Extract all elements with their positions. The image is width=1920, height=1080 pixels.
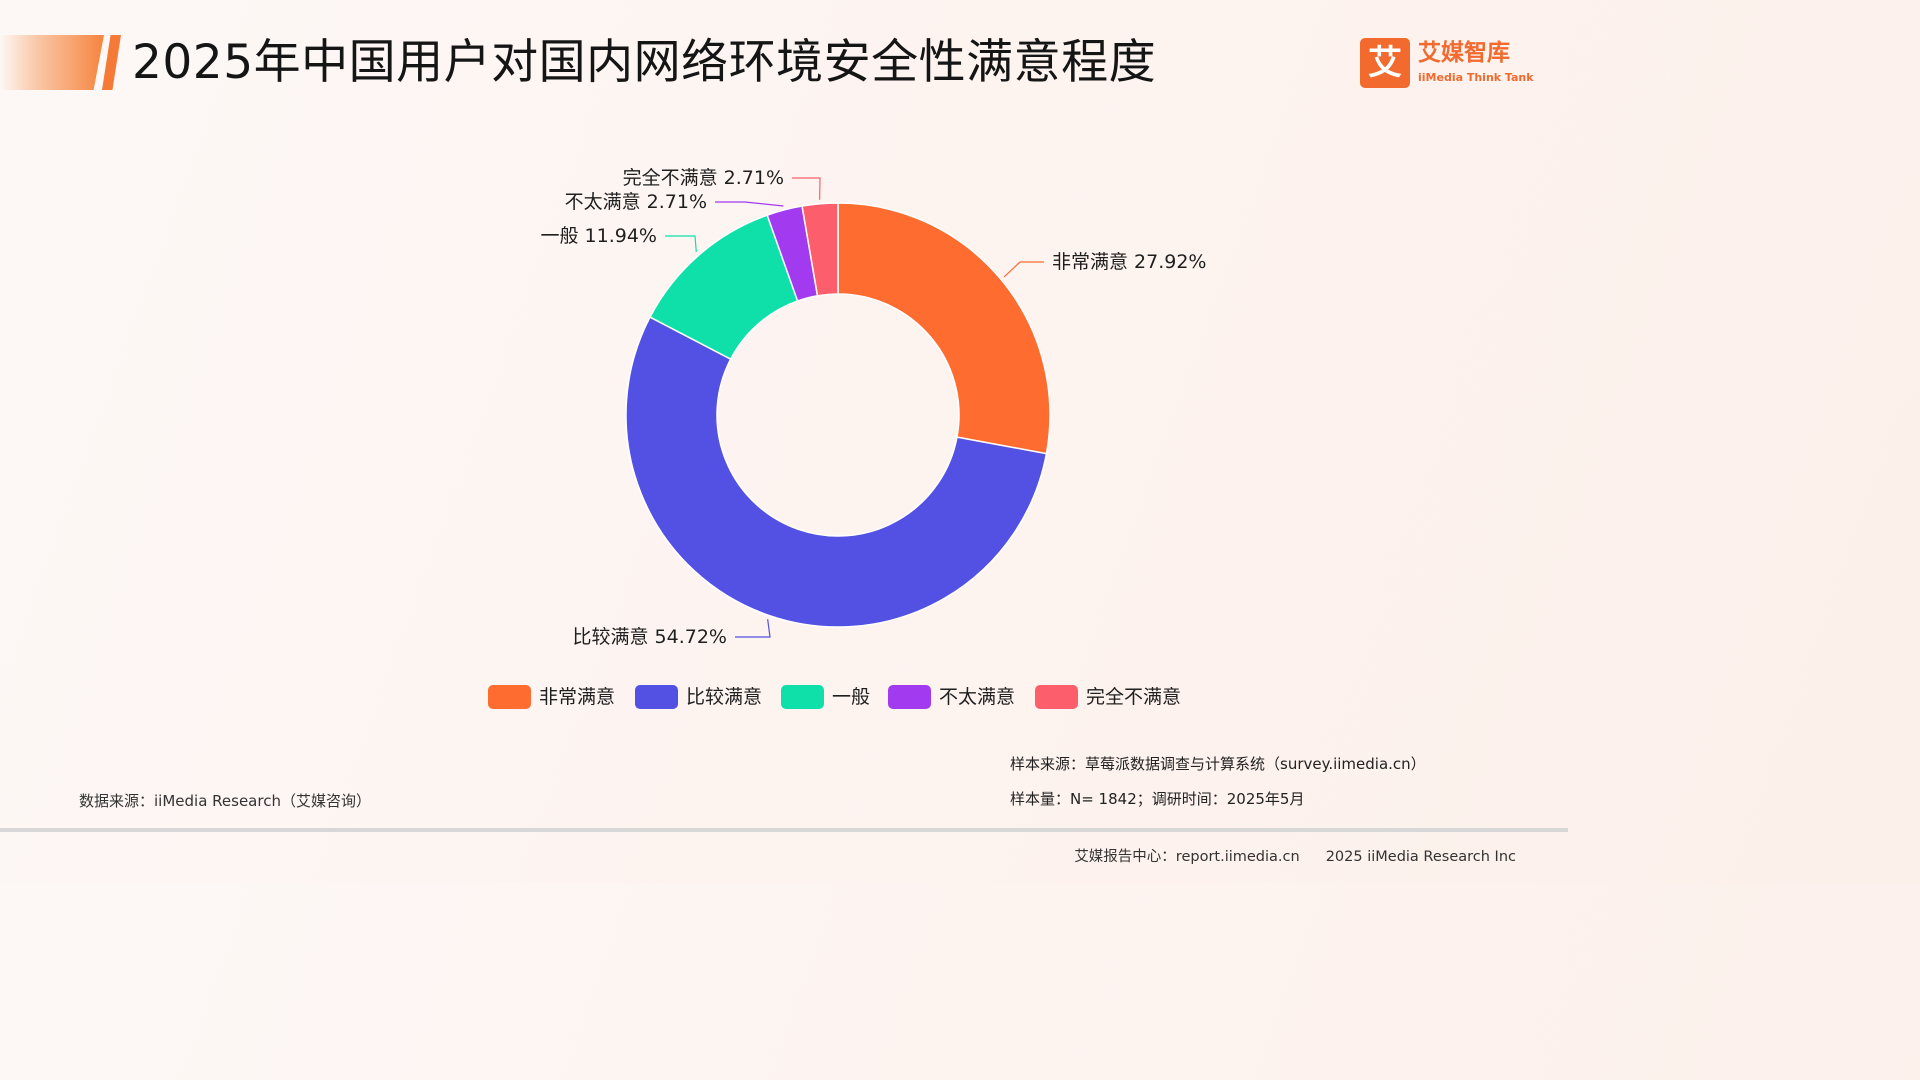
report-center-link[interactable]: 艾媒报告中心：report.iimedia.cn: [1074, 849, 1300, 865]
data-label-3: 一般 11.94%: [541, 225, 658, 247]
data-labels: 非常满意 27.92% 比较满意 54.72% 一般 11.94% 不太满意 2.71…: [541, 167, 1207, 648]
leader-lines: [665, 177, 1044, 638]
legend-label-5: 完全不满意: [1086, 686, 1181, 708]
legend-label-3: 一般: [832, 686, 870, 708]
legend-swatch-2: [635, 685, 678, 709]
legend-swatch-5: [1035, 685, 1078, 709]
iimedia-logo: 艾 艾媒智库 iiMedia Think Tank: [1360, 38, 1540, 90]
slice-2: [625, 316, 1048, 628]
data-source: 数据来源：iiMedia Research（艾媒咨询）: [79, 792, 371, 810]
legend-label-2: 比较满意: [686, 686, 762, 708]
sample-source: 样本来源：草莓派数据调查与计算系统（survey.iimedia.cn）: [1010, 755, 1426, 773]
logo-name-cn: 艾媒智库: [1418, 40, 1510, 66]
data-label-4: 不太满意 2.71%: [565, 191, 707, 213]
leader-line-4: [715, 201, 784, 207]
slice-5: [801, 202, 839, 297]
page-title: 2025年中国用户对国内网络环境安全性满意程度: [132, 35, 1157, 90]
legend-swatch-1: [488, 685, 531, 709]
data-label-2: 比较满意 54.72%: [573, 626, 728, 648]
logo-name-en: iiMedia Think Tank: [1418, 71, 1534, 84]
legend-label-1: 非常满意: [539, 686, 615, 708]
legend-swatch-4: [888, 685, 931, 709]
leader-line-3: [665, 235, 697, 253]
logo-mark-icon: 艾: [1360, 38, 1410, 88]
donut-chart: 非常满意 27.92% 比较满意 54.72% 一般 11.94% 不太满意 2.71…: [488, 167, 1207, 709]
sample-size: 样本量：N= 1842；调研时间：2025年5月: [1010, 790, 1305, 808]
data-label-5: 完全不满意 2.71%: [623, 167, 784, 189]
leader-line-1: [1003, 261, 1044, 278]
donut-slices: [625, 202, 1051, 628]
data-label-1: 非常满意 27.92%: [1052, 251, 1207, 273]
legend-swatch-3: [781, 685, 824, 709]
footer-divider: [0, 828, 1568, 832]
copyright: 2025 iiMedia Research Inc: [1325, 849, 1516, 865]
legend-label-4: 不太满意: [939, 686, 1015, 708]
title-accent-bar: [0, 35, 104, 90]
leader-line-5: [792, 177, 821, 200]
slice-1: [837, 202, 1051, 455]
chart-legend: 非常满意 比较满意 一般 不太满意 完全不满意: [488, 685, 1181, 709]
leader-line-2: [735, 619, 771, 638]
footer: 艾媒报告中心：report.iimedia.cn 2025 iiMedia Res…: [1074, 846, 1516, 868]
